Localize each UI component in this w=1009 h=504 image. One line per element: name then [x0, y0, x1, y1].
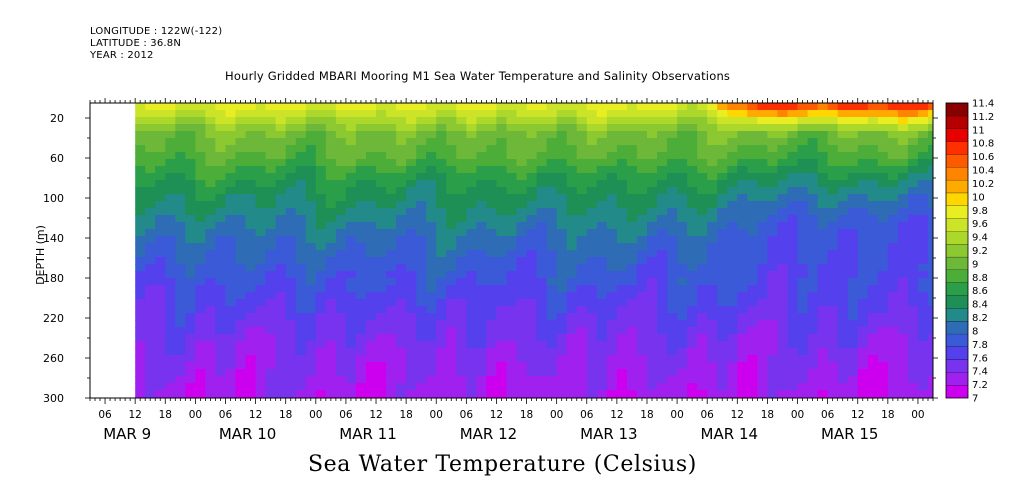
colorbar-label: 11.4	[972, 99, 994, 110]
latitude-label: LATITUDE : 36.8N	[90, 38, 182, 49]
x-tick-label-hour: 06	[821, 409, 835, 421]
colorbar-swatch	[946, 192, 968, 206]
colorbar-label: 10.8	[972, 139, 994, 150]
colorbar-swatch	[946, 179, 968, 193]
colorbar-label: 9.2	[972, 246, 988, 257]
colorbar-swatch	[946, 346, 968, 360]
x-day-label: MAR 14	[701, 425, 758, 443]
colorbar-swatch	[946, 295, 968, 309]
colorbar-swatch	[946, 103, 968, 116]
y-tick-label: 180	[43, 272, 64, 285]
x-tick-label-hour: 06	[339, 409, 353, 421]
colorbar-swatch	[946, 385, 968, 398]
colorbar-label: 8.2	[972, 313, 988, 324]
colorbar-swatch	[946, 154, 968, 168]
colorbar-swatch	[946, 372, 968, 386]
x-day-label: MAR 13	[580, 425, 637, 443]
bottom-title: Sea Water Temperature (Celsius)	[308, 452, 697, 477]
colorbar-swatch	[946, 205, 968, 219]
colorbar-label: 9.8	[972, 206, 988, 217]
colorbar-label: 11	[972, 125, 985, 136]
colorbar-swatch	[946, 256, 968, 270]
colorbar-label: 7.2	[972, 380, 988, 391]
colorbar-swatch	[946, 218, 968, 232]
colorbar-label: 8.8	[972, 273, 988, 284]
colorbar-label: 10.4	[972, 166, 994, 177]
chart-title: Hourly Gridded MBARI Mooring M1 Sea Wate…	[225, 69, 731, 83]
x-tick-label-hour: 18	[399, 409, 412, 421]
x-tick-label-hour: 00	[430, 409, 443, 421]
x-tick-label-hour: 18	[761, 409, 774, 421]
colorbar-label: 10.2	[972, 179, 994, 190]
x-tick-label-hour: 12	[851, 409, 864, 421]
longitude-label: LONGITUDE : 122W(-122)	[90, 26, 223, 37]
colorbar-label: 9.4	[972, 233, 988, 244]
x-tick-label-hour: 12	[731, 409, 744, 421]
colorbar-swatch	[946, 333, 968, 347]
y-tick-label: 60	[50, 152, 64, 165]
x-tick-label-hour: 18	[520, 409, 533, 421]
colorbar-swatch	[946, 141, 968, 155]
x-tick-label-hour: 12	[128, 409, 141, 421]
x-tick-label-hour: 18	[279, 409, 292, 421]
x-tick-label-hour: 00	[791, 409, 804, 421]
heatmap-field	[135, 103, 933, 398]
x-tick-label-hour: 18	[881, 409, 894, 421]
x-day-label: MAR 10	[219, 425, 276, 443]
colorbar-swatch	[946, 128, 968, 142]
colorbar-swatch	[946, 244, 968, 257]
y-tick-label: 260	[43, 352, 64, 365]
colorbar-label: 9.6	[972, 219, 988, 230]
colorbar-label: 8	[972, 327, 978, 338]
x-tick-label-hour: 12	[490, 409, 503, 421]
y-axis-label: DEPTH (m)	[34, 225, 47, 285]
x-tick-label-hour: 06	[219, 409, 233, 421]
x-tick-label-hour: 00	[309, 409, 322, 421]
x-tick-label-hour: 06	[98, 409, 112, 421]
x-tick-label-hour: 18	[640, 409, 653, 421]
colorbar-swatch	[946, 167, 968, 180]
colorbar-swatch	[946, 231, 968, 245]
colorbar-swatch	[946, 359, 968, 373]
x-day-label: MAR 15	[821, 425, 878, 443]
x-tick-label-hour: 00	[550, 409, 563, 421]
x-tick-label-hour: 00	[911, 409, 924, 421]
y-tick-label: 220	[43, 312, 64, 325]
colorbar-swatch	[946, 308, 968, 322]
x-tick-label-hour: 06	[460, 409, 474, 421]
x-tick-label-hour: 18	[159, 409, 172, 421]
y-tick-label: 100	[43, 192, 64, 205]
x-day-label: MAR 9	[103, 425, 151, 443]
x-day-label: MAR 12	[460, 425, 517, 443]
y-tick-label: 20	[50, 112, 64, 125]
colorbar-label: 8.4	[972, 300, 988, 311]
axes: 06 12 18 00 06 12 18 00 06 12 18 00 06 12 18 00 06 12 18 00…	[43, 98, 938, 443]
y-tick-label: 300	[43, 392, 64, 405]
x-tick-label-hour: 06	[701, 409, 715, 421]
colorbar-label: 8.6	[972, 286, 988, 297]
colorbar-swatch	[946, 115, 968, 129]
colorbar-swatch	[946, 282, 968, 296]
x-tick-label-hour: 00	[189, 409, 202, 421]
year-label: YEAR : 2012	[90, 50, 154, 61]
y-tick-label: 140	[43, 232, 64, 245]
x-day-label: MAR 11	[339, 425, 396, 443]
colorbar: 7 7.2 7.4 7.6 7.8 8 8.2 8.4 8.6 8.8 9 9.2 9.4 9.6 9.8 1…	[945, 99, 994, 405]
x-tick-label-hour: 12	[369, 409, 382, 421]
x-tick-label-hour: 12	[610, 409, 623, 421]
colorbar-swatch	[946, 269, 968, 283]
colorbar-swatch	[946, 321, 968, 334]
colorbar-label: 7.6	[972, 353, 988, 364]
x-tick-label-hour: 12	[249, 409, 262, 421]
colorbar-label: 7.4	[972, 367, 988, 378]
x-tick-label-hour: 00	[670, 409, 683, 421]
x-tick-label-hour: 06	[580, 409, 594, 421]
colorbar-label: 7	[972, 394, 978, 405]
colorbar-label: 11.2	[972, 112, 994, 123]
colorbar-label: 9	[972, 259, 978, 270]
colorbar-label: 10.6	[972, 152, 994, 163]
colorbar-label: 7.8	[972, 340, 988, 351]
colorbar-label: 10	[972, 192, 985, 203]
